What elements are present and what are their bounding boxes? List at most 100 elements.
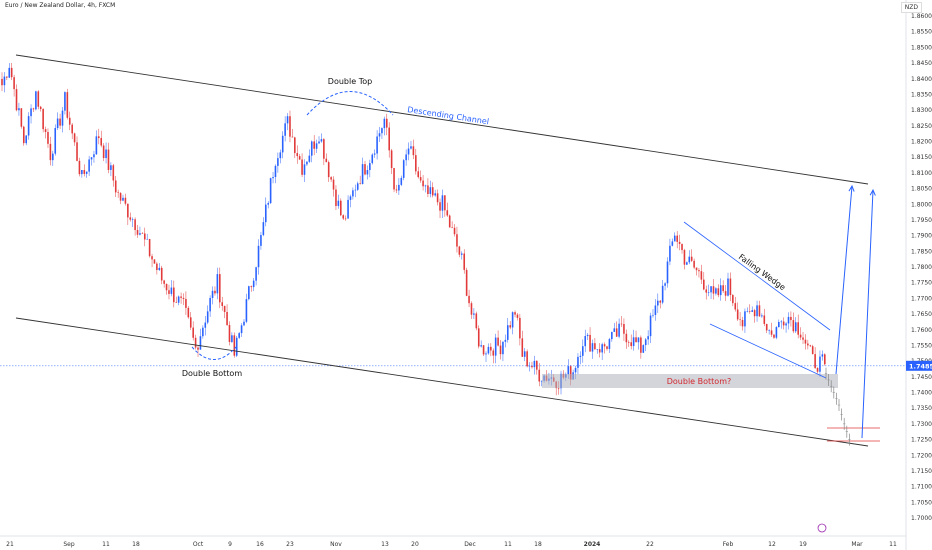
candle-body: [768, 330, 770, 331]
candle-body: [417, 171, 420, 178]
candle-body: [199, 336, 202, 350]
candle-body: [402, 160, 405, 178]
candle-body: [318, 141, 320, 144]
candle-body: [734, 303, 737, 310]
candle-body: [601, 344, 603, 353]
candle-body: [390, 150, 393, 169]
candle-body: [165, 283, 168, 291]
candle-body: [763, 315, 766, 324]
candle-body: [596, 349, 599, 350]
price-axis: 1.86000 1.85500 1.85000 1.84500 1.84000 1.835…: [905, 0, 932, 550]
candle-body: [661, 285, 664, 303]
candle-body: [22, 126, 25, 144]
candle-body: [148, 238, 151, 257]
candle-body: [703, 279, 705, 290]
double-top-label: Double Top: [328, 77, 372, 86]
candle-body: [90, 157, 93, 160]
candle-body: [327, 162, 330, 178]
time-tick-label: 9: [228, 541, 232, 548]
candle-body: [235, 337, 238, 356]
candle-body: [66, 92, 69, 118]
candle-body: [657, 300, 659, 306]
candle-body: [797, 322, 799, 335]
candle-body: [785, 323, 787, 326]
candle-body: [129, 217, 132, 220]
candle-body: [308, 155, 311, 162]
candle-body: [746, 311, 749, 312]
candle-body: [25, 135, 27, 144]
time-tick-label: Dec: [464, 541, 476, 548]
candle-body: [463, 253, 466, 270]
candle-body: [632, 337, 635, 347]
candle-body: [189, 317, 192, 328]
candle-body: [775, 327, 778, 338]
candle-body: [649, 315, 652, 337]
candle-body: [465, 269, 468, 296]
candle-body: [424, 185, 427, 187]
candle-body: [415, 155, 417, 172]
time-tick-label: 20: [411, 541, 419, 548]
candle-body: [434, 193, 436, 196]
time-tick-label: 22: [646, 541, 654, 548]
candle-body: [359, 183, 361, 184]
candle-body: [56, 118, 59, 129]
candle-body: [482, 345, 485, 355]
time-tick-label: Sep: [63, 541, 75, 548]
candle-body: [124, 197, 127, 204]
candle-body: [332, 179, 335, 190]
target-arrow-2: [861, 189, 874, 439]
candle-body: [533, 360, 536, 368]
price-tick-label: 1.75500: [911, 342, 932, 349]
candle-body: [306, 161, 308, 165]
candle-body: [238, 333, 240, 338]
candle-body: [514, 312, 516, 315]
candle-body: [139, 233, 141, 235]
candle-body: [8, 67, 11, 78]
candle-body: [197, 347, 199, 350]
candle-body: [54, 128, 57, 154]
candle-body: [635, 337, 637, 343]
candle-body: [264, 204, 267, 223]
candle-body: [240, 325, 243, 334]
candle-body: [98, 136, 100, 139]
candle-body: [262, 222, 265, 236]
candle-body: [729, 278, 732, 296]
candle-body: [446, 210, 449, 216]
candle-body: [344, 218, 347, 220]
candle-body: [289, 116, 291, 137]
candle-body: [102, 145, 105, 159]
candle-body: [366, 170, 369, 175]
candle-body: [669, 245, 671, 262]
candle-body: [790, 316, 792, 321]
candle-body: [492, 350, 495, 356]
candle-body: [521, 338, 524, 357]
price-tick-label: 1.82500: [911, 123, 932, 130]
double-top-arc: [306, 91, 394, 116]
candle-body: [267, 203, 269, 205]
channel-lower-line: [15, 317, 869, 447]
current-price-label: 1.74851: [909, 362, 932, 370]
candle-body: [381, 128, 383, 134]
candle-body: [693, 260, 695, 268]
candle-body: [194, 337, 197, 348]
candle-body: [811, 346, 814, 355]
candle-body: [206, 311, 209, 323]
candle-body: [683, 250, 686, 265]
time-tick-label: Oct: [193, 541, 204, 548]
candle-body: [557, 388, 560, 389]
candle-body: [618, 323, 620, 337]
candle-body: [105, 149, 107, 159]
candle-body: [654, 305, 657, 315]
candle-body: [277, 158, 279, 166]
candle-body: [117, 192, 119, 193]
candle-body: [279, 152, 282, 159]
candle-body: [10, 67, 13, 78]
candle-body: [78, 160, 81, 175]
candle-body: [799, 334, 802, 338]
candle-body: [419, 177, 422, 181]
candle-body: [185, 298, 187, 308]
currency-badge[interactable]: NZD: [900, 2, 922, 13]
candle-body: [727, 278, 729, 296]
price-tick-label: 1.84000: [911, 76, 932, 83]
